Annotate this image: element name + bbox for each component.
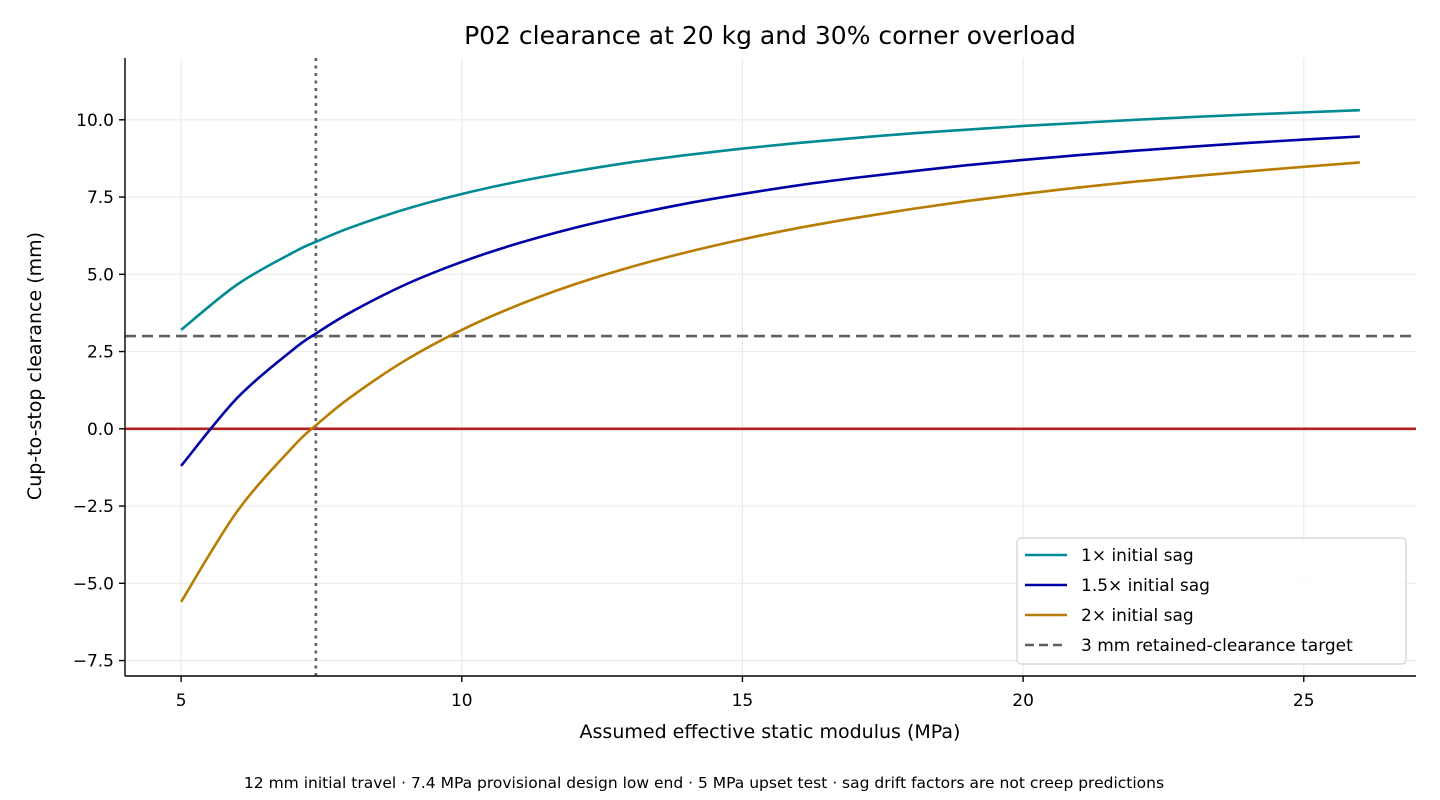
x-axis-label: Assumed effective static modulus (MPa) <box>580 721 961 743</box>
y-tick-label: 7.5 <box>87 188 114 208</box>
axes: 5 10 15 20 25 10.0 7.5 5.0 2.5 0.0 −2.5 −5.0 −7.5 <box>73 58 1416 711</box>
x-tick-label: 20 <box>1012 691 1034 711</box>
x-tick-label: 10 <box>451 691 473 711</box>
y-tick-label: −7.5 <box>73 652 114 672</box>
series-line-1 <box>180 108 1360 331</box>
reference-lines <box>125 58 1416 676</box>
x-tick-label: 15 <box>732 691 754 711</box>
legend-label: 1.5× initial sag <box>1081 576 1210 596</box>
y-tick-label: 10.0 <box>76 111 114 131</box>
x-tick-label: 5 <box>176 691 187 711</box>
legend-label: 3 mm retained-clearance target <box>1081 636 1353 656</box>
legend-label: 1× initial sag <box>1081 546 1194 566</box>
y-tick-label: −2.5 <box>73 497 114 517</box>
legend-box <box>1016 537 1407 665</box>
footnote: 12 mm initial travel · 7.4 MPa provision… <box>244 774 1164 792</box>
series-line-3 <box>180 161 1360 603</box>
y-tick-label: 0.0 <box>87 420 114 440</box>
y-tick-label: 5.0 <box>87 265 114 285</box>
series-line-2 <box>180 135 1360 467</box>
series-lines <box>180 108 1360 603</box>
y-tick-label: −5.0 <box>73 574 114 594</box>
y-tick-label: 2.5 <box>87 343 114 363</box>
chart-title: P02 clearance at 20 kg and 30% corner ov… <box>464 21 1076 50</box>
x-tick-label: 25 <box>1293 691 1315 711</box>
y-axis-label: Cup-to-stop clearance (mm) <box>24 232 46 500</box>
legend: 1× initial sag 1.5× initial sag 2× initial… <box>1016 537 1407 665</box>
legend-label: 2× initial sag <box>1081 606 1194 626</box>
